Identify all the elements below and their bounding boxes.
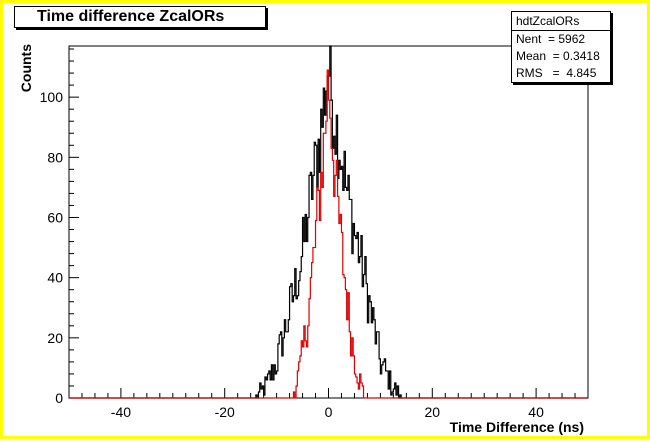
stats-row-mean: Mean = 0.3418 xyxy=(516,49,600,63)
x-tick-label: 0 xyxy=(325,404,333,420)
y-tick-label: 80 xyxy=(47,149,63,165)
stats-box: hdtZcalORs Nent = 5962 Mean = 0.3418 RMS… xyxy=(511,11,611,83)
y-tick-label: 40 xyxy=(47,270,63,286)
stats-value-mean: 0.3418 xyxy=(563,49,600,63)
stats-label-mean: Mean xyxy=(516,49,547,63)
x-tick-label: 20 xyxy=(425,404,441,420)
stats-separator xyxy=(512,30,610,31)
stats-row-rms: RMS = 4.845 xyxy=(516,66,597,80)
x-tick-label: -40 xyxy=(111,404,131,420)
stats-row-entries: Nent = 5962 xyxy=(516,32,586,46)
stats-label-entries: Nent xyxy=(516,32,542,46)
plot-title: Time difference ZcalORs xyxy=(37,8,225,25)
x-tick-label: -20 xyxy=(215,404,235,420)
title-box: Time difference ZcalORs xyxy=(14,6,266,28)
y-tick-label: 60 xyxy=(47,209,63,225)
stats-value-entries: 5962 xyxy=(558,32,586,46)
x-tick-label: 40 xyxy=(528,404,544,420)
stats-histogram-name: hdtZcalORs xyxy=(516,14,580,28)
x-axis-label: Time Difference (ns) xyxy=(450,419,584,435)
stats-label-rms: RMS xyxy=(516,66,543,80)
histogram-series-1 xyxy=(69,69,588,399)
y-tick-label: 0 xyxy=(55,390,63,406)
histogram-plot: -40 -20 0 20 40 0 20 40 60 80 100 Time Difference (… xyxy=(18,44,589,435)
y-axis-label: Counts xyxy=(18,44,34,92)
y-tick-label: 100 xyxy=(40,89,64,105)
stats-value-rms: 4.845 xyxy=(566,66,597,80)
y-tick-label: 20 xyxy=(47,330,63,346)
